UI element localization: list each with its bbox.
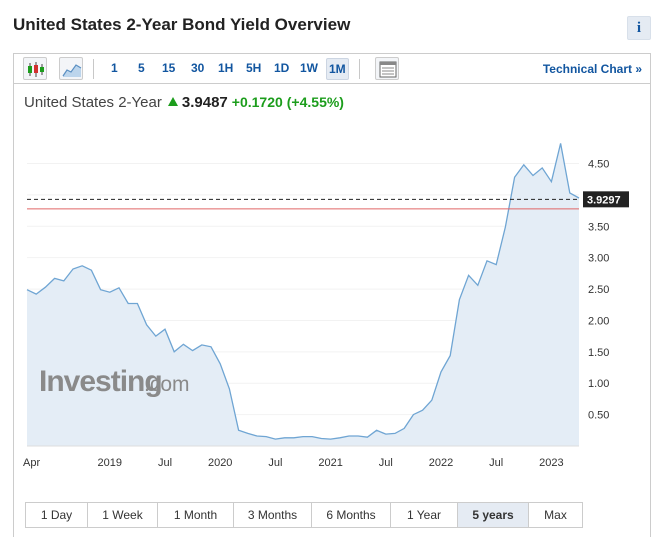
candlestick-icon (28, 62, 44, 77)
range-3-months[interactable]: 3 Months (234, 503, 312, 527)
page-title: United States 2-Year Bond Yield Overview (13, 15, 351, 34)
technical-chart-link[interactable]: Technical Chart » (542, 62, 642, 76)
range-1-week[interactable]: 1 Week (88, 503, 158, 527)
range-6-months[interactable]: 6 Months (312, 503, 391, 527)
y-tick-label: 0.50 (588, 410, 609, 422)
area-chart-icon (62, 64, 82, 77)
timeframe-1w[interactable]: 1W (300, 61, 318, 75)
x-tick-label: 2020 (208, 457, 232, 469)
range-max[interactable]: Max (544, 508, 567, 522)
timeframe-1m[interactable]: 1M (326, 58, 349, 80)
candlestick-chart-button[interactable] (23, 57, 47, 80)
y-tick-label: 4.50 (588, 159, 609, 171)
arrow-up-icon (167, 97, 178, 106)
area-chart-button[interactable] (59, 57, 83, 80)
timeframe-5h[interactable]: 5H (246, 61, 262, 75)
x-tick-label: Jul (158, 457, 172, 469)
investing-watermark: Investing (39, 365, 162, 398)
y-tick-label: 3.50 (588, 221, 609, 233)
x-tick-label: 2019 (98, 457, 122, 469)
chart-toolbar: 1 5 15 30 1H 5H 1D 1W 1M Technical Chart… (14, 54, 650, 84)
y-tick-label: 1.00 (588, 378, 609, 390)
timeframe-5[interactable]: 5 (138, 61, 145, 75)
y-tick-label: 2.50 (588, 284, 609, 296)
last-price: 3.9487 (181, 94, 228, 111)
range-5-years[interactable]: 5 years (458, 503, 529, 527)
timeframe-15[interactable]: 15 (162, 61, 176, 75)
timeframe-30[interactable]: 30 (191, 61, 205, 75)
range-1-month[interactable]: 1 Month (158, 503, 234, 527)
price-change: +0.1720 (231, 94, 283, 110)
current-price-tag: 3.9297 (583, 191, 629, 208)
x-tick-label: 2023 (539, 457, 563, 469)
yield-area (27, 143, 579, 446)
x-axis: Apr 2019 Jul 2020 Jul 2021 Jul 2022 Jul 2023 (23, 445, 579, 469)
x-tick-label: Jul (489, 457, 503, 469)
range-1-year[interactable]: 1 Year (391, 503, 458, 527)
quote-bar: United States 2-Year 3.9487 +0.1720 (+4.55%… (24, 94, 344, 111)
y-tick-label: 1.50 (588, 347, 609, 359)
y-tick-label: 2.00 (588, 315, 609, 327)
y-tick-label: 3.00 (588, 253, 609, 265)
x-tick-label: 2021 (318, 457, 342, 469)
price-change-percent: (+4.55%) (286, 94, 344, 110)
chart-widget: 1 5 15 30 1H 5H 1D 1W 1M Technical Chart… (13, 53, 651, 537)
timeframe-1d[interactable]: 1D (274, 61, 290, 75)
toolbar-divider (93, 59, 94, 79)
toolbar-divider (359, 59, 360, 79)
table-icon (379, 61, 397, 78)
timeframe-1[interactable]: 1 (111, 61, 118, 75)
range-1-day[interactable]: 1 Day (26, 503, 88, 527)
timeframe-1h[interactable]: 1H (218, 61, 234, 75)
x-tick-label: Jul (268, 457, 282, 469)
chart-settings-button[interactable] (375, 57, 399, 80)
time-range-selector: 1 Day 1 Week 1 Month 3 Months 6 Months 1… (25, 502, 583, 528)
x-tick-label: Jul (379, 457, 393, 469)
x-tick-label: 2022 (429, 457, 453, 469)
current-price-label: 3.9297 (587, 194, 621, 206)
yield-chart[interactable]: 0.501.001.502.002.503.003.504.004.50 Apr… (14, 54, 650, 494)
x-tick-label: Apr (23, 457, 40, 469)
yield-line (26, 143, 580, 440)
instrument-name: United States 2-Year (24, 94, 162, 111)
info-button[interactable]: i (627, 16, 651, 40)
investing-watermark-suffix: .com (144, 373, 190, 396)
